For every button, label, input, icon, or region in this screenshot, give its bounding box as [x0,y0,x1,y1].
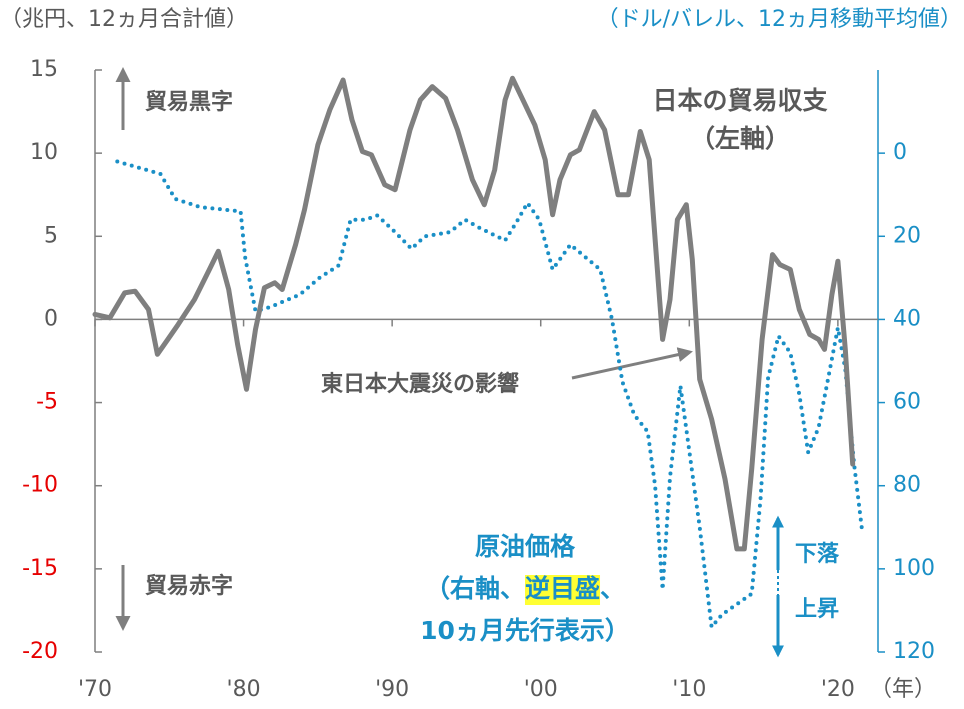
x-tick-label: '90 [375,677,409,702]
y-tick-label: 5 [44,223,58,248]
series-line [92,75,856,552]
annotation-arrow [571,347,693,380]
series-label: 10ヵ月先行表示） [420,616,630,645]
y2-tick-label: 120 [893,639,935,664]
y2-tick-label: 20 [893,223,921,248]
x-unit-label: （年） [870,677,936,702]
series-label: 逆目盛 [525,574,600,603]
x-tick-label: '10 [672,677,706,702]
y-tick-label: -5 [36,390,58,415]
x-tick-label: '70 [78,677,112,702]
x-tick-label: '20 [821,677,855,702]
fall-label: 下落 [795,542,840,567]
rise-label: 上昇 [795,597,839,622]
series-label: （右軸、 [425,574,525,603]
y-unit-label: （兆円、12ヵ月合計値） [0,7,248,32]
y-tick-label: -10 [22,473,58,498]
series-label: 原油価格 [475,532,576,561]
y2-tick-label: 100 [893,556,935,581]
series-line [115,159,864,630]
surplus-label: 貿易黒字 [145,89,233,115]
series-label: （左軸） [690,124,790,153]
y-tick-label: -15 [22,556,58,581]
y-tick-label: -20 [22,639,58,664]
y2-tick-label: 60 [893,390,921,415]
y-tick-label: 15 [30,57,58,82]
highlight [524,575,601,605]
y-tick-label: 0 [44,306,58,331]
x-tick-label: '00 [524,677,558,702]
y2-tick-label: 0 [893,140,907,165]
y-tick-label: 10 [30,140,58,165]
deficit-label: 貿易赤字 [145,573,233,599]
x-tick-label: '80 [227,677,261,702]
annotation: 東日本大震災の影響 [321,371,519,397]
series-label: 、 [600,574,625,603]
series-label: 日本の貿易収支 [652,86,827,115]
y2-unit-label: （ドル/バレル、12ヵ月移動平均値） [597,7,962,32]
y2-tick-label: 80 [893,473,921,498]
y2-tick-label: 40 [893,306,921,331]
